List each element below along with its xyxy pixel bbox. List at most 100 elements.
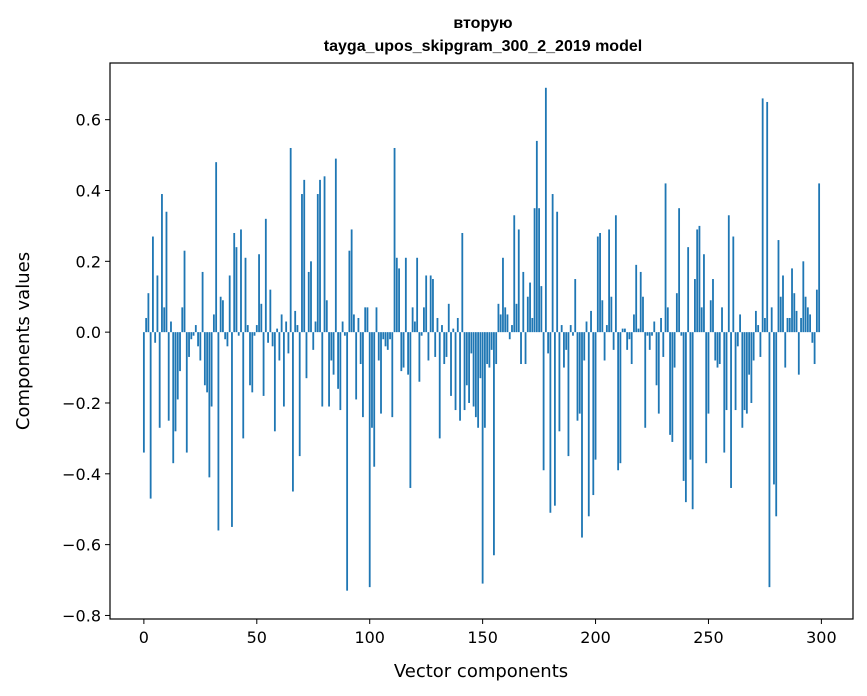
bar: [718, 332, 721, 365]
bar: [675, 293, 678, 333]
bar: [610, 296, 613, 333]
bar: [432, 279, 434, 333]
bar: [172, 332, 175, 464]
bar: [680, 332, 683, 336]
bar: [504, 307, 507, 333]
bar: [393, 147, 396, 333]
bar: [734, 332, 737, 411]
y-tick-label: 0.4: [76, 181, 101, 200]
bar: [389, 332, 391, 340]
bar: [152, 236, 154, 333]
bar: [459, 332, 461, 421]
bar: [515, 303, 518, 333]
bar: [813, 332, 816, 365]
bar: [599, 232, 601, 333]
bar: [371, 332, 373, 428]
bar: [310, 261, 312, 333]
bar: [673, 332, 676, 368]
bar: [472, 332, 475, 407]
bar: [477, 332, 480, 428]
bar: [429, 275, 432, 333]
bar: [637, 328, 640, 333]
bar: [551, 194, 554, 333]
bar: [682, 332, 685, 481]
bar: [716, 332, 719, 368]
bar: [811, 332, 814, 343]
bar: [506, 314, 509, 333]
bar: [558, 332, 561, 432]
bar: [355, 332, 358, 400]
bar: [319, 179, 321, 333]
bar: [197, 332, 199, 347]
bar: [210, 332, 213, 407]
bar: [188, 332, 190, 357]
bar: [413, 321, 416, 333]
bar: [700, 307, 703, 333]
bar: [788, 317, 791, 333]
bar: [770, 307, 773, 333]
bar: [386, 332, 389, 350]
bar: [427, 332, 430, 361]
bar: [709, 300, 712, 333]
bar: [468, 332, 470, 403]
bar: [456, 317, 459, 333]
bar: [142, 332, 145, 453]
bar: [149, 332, 152, 499]
bar: [556, 211, 559, 333]
bar: [343, 332, 346, 336]
bar: [538, 208, 540, 333]
bar: [298, 332, 301, 457]
bar: [526, 296, 529, 333]
bar: [730, 332, 732, 488]
bar: [206, 332, 209, 393]
bar: [714, 332, 717, 361]
bar: [346, 332, 349, 591]
bar: [748, 332, 751, 375]
bar: [192, 332, 195, 336]
bar: [815, 289, 818, 333]
x-tick-label: 250: [693, 628, 724, 647]
bar: [296, 325, 299, 333]
bar: [194, 325, 197, 333]
bar: [325, 300, 328, 333]
bar: [542, 332, 545, 471]
bar: [757, 325, 760, 333]
bar: [725, 332, 728, 411]
bar: [524, 332, 527, 365]
bar: [497, 303, 500, 333]
bar: [316, 194, 319, 333]
bar: [743, 332, 746, 411]
bar: [280, 314, 283, 333]
y-axis-label: Components values: [13, 252, 34, 430]
bar: [350, 229, 353, 333]
bar: [183, 250, 186, 333]
bar: [727, 215, 730, 333]
bar: [617, 332, 620, 471]
y-tick-label: −0.4: [62, 465, 101, 484]
bar: [795, 310, 798, 333]
bar: [800, 317, 802, 333]
bar: [368, 332, 371, 588]
bar: [761, 98, 764, 333]
bar: [337, 332, 339, 389]
bar: [488, 332, 491, 368]
bar: [353, 314, 355, 333]
bar: [481, 332, 484, 584]
bar: [759, 332, 762, 357]
x-tick-label: 50: [247, 628, 267, 647]
bar: [226, 332, 229, 347]
bar: [167, 332, 170, 421]
bar: [425, 275, 428, 333]
bar: [438, 332, 441, 439]
y-tick-label: −0.2: [62, 394, 101, 413]
y-tick-label: −0.8: [62, 606, 101, 625]
bar: [651, 332, 653, 336]
bar: [517, 229, 520, 333]
bar: [601, 300, 604, 333]
chart-title-line1: вторую: [453, 15, 512, 32]
bar: [809, 314, 811, 333]
x-tick-label: 0: [139, 628, 149, 647]
bar: [161, 194, 163, 333]
bar: [666, 307, 669, 333]
chart-title-line2: tayga_upos_skipgram_300_2_2019 model: [324, 38, 642, 55]
